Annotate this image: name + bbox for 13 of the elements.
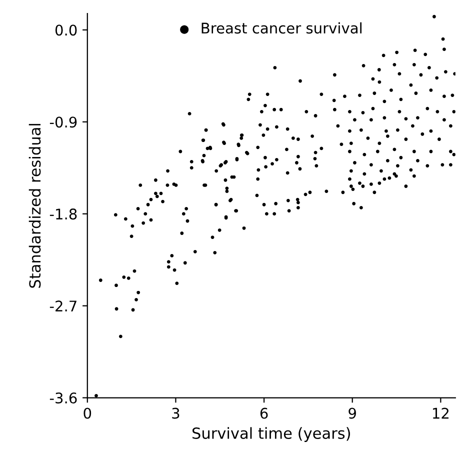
x-tick-label: 3 xyxy=(172,408,180,419)
legend-label: Breast cancer survival xyxy=(202,22,362,34)
y-axis-title: Standardized residual xyxy=(28,124,41,288)
x-axis-title: Survival time (years) xyxy=(192,427,350,442)
x-tick-label: 9 xyxy=(348,408,356,419)
y-tick-label: -0.9 xyxy=(50,116,77,128)
y-tick-label: -2.7 xyxy=(50,300,76,312)
y-tick-label: 0.0 xyxy=(55,24,77,36)
x-tick-label: 6 xyxy=(260,408,268,419)
x-tick-label: 0 xyxy=(84,408,92,419)
y-tick-label: -3.6 xyxy=(50,392,77,404)
y-tick-label: -1.8 xyxy=(50,208,77,220)
x-tick-label: 12 xyxy=(433,408,448,419)
